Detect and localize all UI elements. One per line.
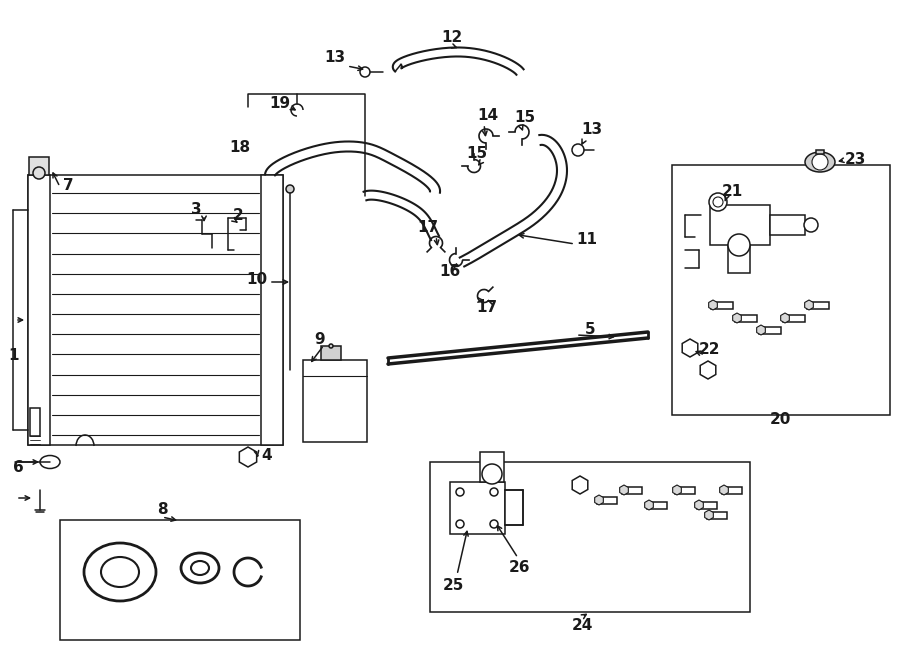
Text: 18: 18 [230, 141, 250, 155]
Bar [303, 360, 367, 442]
Ellipse shape [40, 455, 60, 469]
Bar [807, 302, 829, 309]
Ellipse shape [191, 561, 209, 575]
Bar [816, 150, 824, 154]
Bar [28, 175, 283, 445]
Text: 15: 15 [515, 110, 536, 126]
Bar [321, 346, 341, 360]
Circle shape [33, 167, 45, 179]
Text: 10: 10 [247, 272, 267, 288]
Circle shape [456, 488, 464, 496]
Text: 6: 6 [13, 461, 23, 475]
Text: 20: 20 [770, 412, 791, 428]
Ellipse shape [95, 552, 145, 592]
Circle shape [482, 464, 502, 484]
Circle shape [728, 234, 750, 256]
Bar [675, 487, 695, 494]
Bar [672, 165, 890, 415]
Text: 8: 8 [157, 502, 167, 518]
Ellipse shape [187, 558, 213, 578]
Circle shape [804, 218, 818, 232]
Bar [711, 302, 733, 309]
Bar [728, 245, 750, 273]
Bar [597, 497, 617, 504]
Bar [60, 520, 300, 640]
Bar [770, 215, 805, 235]
Text: 11: 11 [577, 233, 598, 247]
Bar [261, 175, 283, 445]
Bar [697, 502, 717, 509]
Circle shape [286, 185, 294, 193]
Bar [707, 512, 727, 519]
Ellipse shape [84, 543, 156, 601]
Ellipse shape [805, 152, 835, 172]
Text: 24: 24 [572, 617, 593, 633]
Text: 2: 2 [232, 208, 243, 223]
Text: 5: 5 [585, 323, 595, 338]
Ellipse shape [101, 557, 139, 587]
Text: 17: 17 [418, 221, 438, 235]
Bar [28, 175, 50, 445]
Bar [735, 315, 757, 322]
Circle shape [456, 520, 464, 528]
Circle shape [360, 67, 370, 77]
Text: 3: 3 [191, 202, 202, 217]
Circle shape [709, 193, 727, 211]
Text: 25: 25 [442, 578, 464, 592]
Text: 26: 26 [509, 561, 531, 576]
Bar [505, 490, 523, 525]
Text: 22: 22 [699, 342, 721, 358]
Text: 17: 17 [476, 301, 498, 315]
Circle shape [490, 520, 498, 528]
Text: 9: 9 [315, 332, 325, 348]
Bar [647, 502, 667, 509]
Ellipse shape [181, 553, 219, 583]
Text: 21: 21 [722, 184, 742, 200]
Bar [722, 487, 742, 494]
Text: 1: 1 [9, 348, 19, 362]
Circle shape [713, 197, 723, 207]
Text: 12: 12 [441, 30, 463, 46]
Text: 23: 23 [844, 153, 866, 167]
Circle shape [329, 344, 333, 348]
Bar [783, 315, 805, 322]
Text: 16: 16 [439, 264, 461, 280]
Text: 13: 13 [581, 122, 603, 137]
Text: 14: 14 [477, 108, 499, 124]
Bar [480, 452, 504, 482]
Bar [430, 462, 750, 612]
Bar [450, 482, 505, 534]
Text: 7: 7 [63, 178, 73, 192]
Text: 4: 4 [262, 447, 273, 463]
Text: 13: 13 [324, 50, 346, 65]
Bar [710, 205, 770, 245]
Circle shape [572, 144, 584, 156]
Circle shape [812, 154, 828, 170]
Text: 19: 19 [269, 95, 291, 110]
Bar [622, 487, 642, 494]
Bar [759, 327, 781, 334]
Circle shape [490, 488, 498, 496]
Bar [29, 157, 49, 175]
Bar [30, 408, 40, 436]
Text: 15: 15 [466, 147, 488, 161]
